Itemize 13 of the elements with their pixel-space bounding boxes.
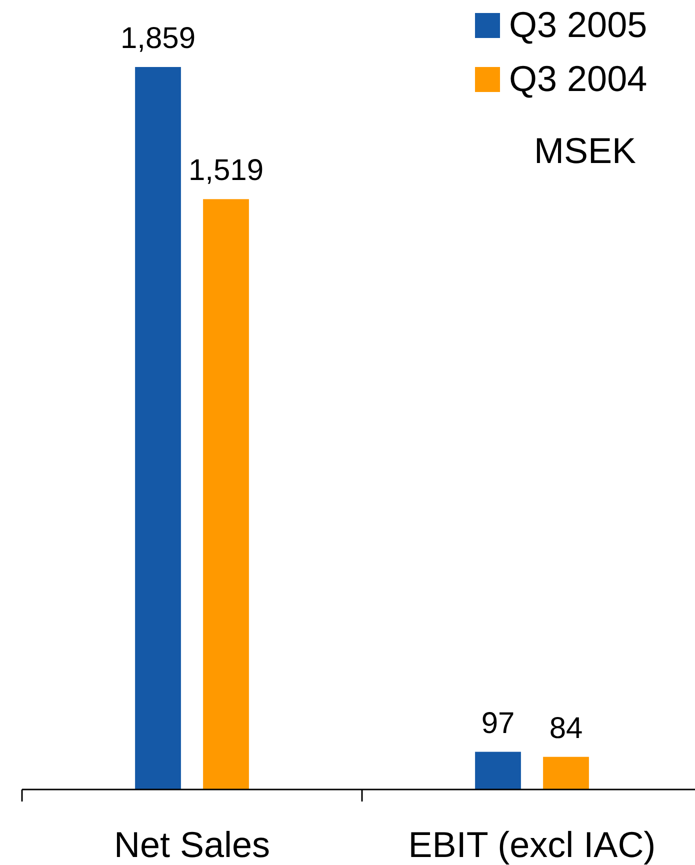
legend-label: Q3 2004	[509, 58, 648, 99]
bar	[475, 752, 521, 790]
x-tick-label: EBIT (excl IAC)	[408, 824, 656, 865]
x-tick-label: Net Sales	[114, 824, 270, 865]
bar	[543, 756, 589, 790]
data-label: 1,519	[188, 154, 264, 188]
data-label: 97	[481, 706, 515, 740]
bar	[135, 67, 181, 790]
legend-label: Q3 2005	[509, 4, 648, 45]
bar	[203, 199, 249, 790]
data-label: 1,859	[120, 22, 196, 55]
data-label: 84	[549, 712, 583, 745]
annotation: MSEK	[534, 130, 636, 171]
